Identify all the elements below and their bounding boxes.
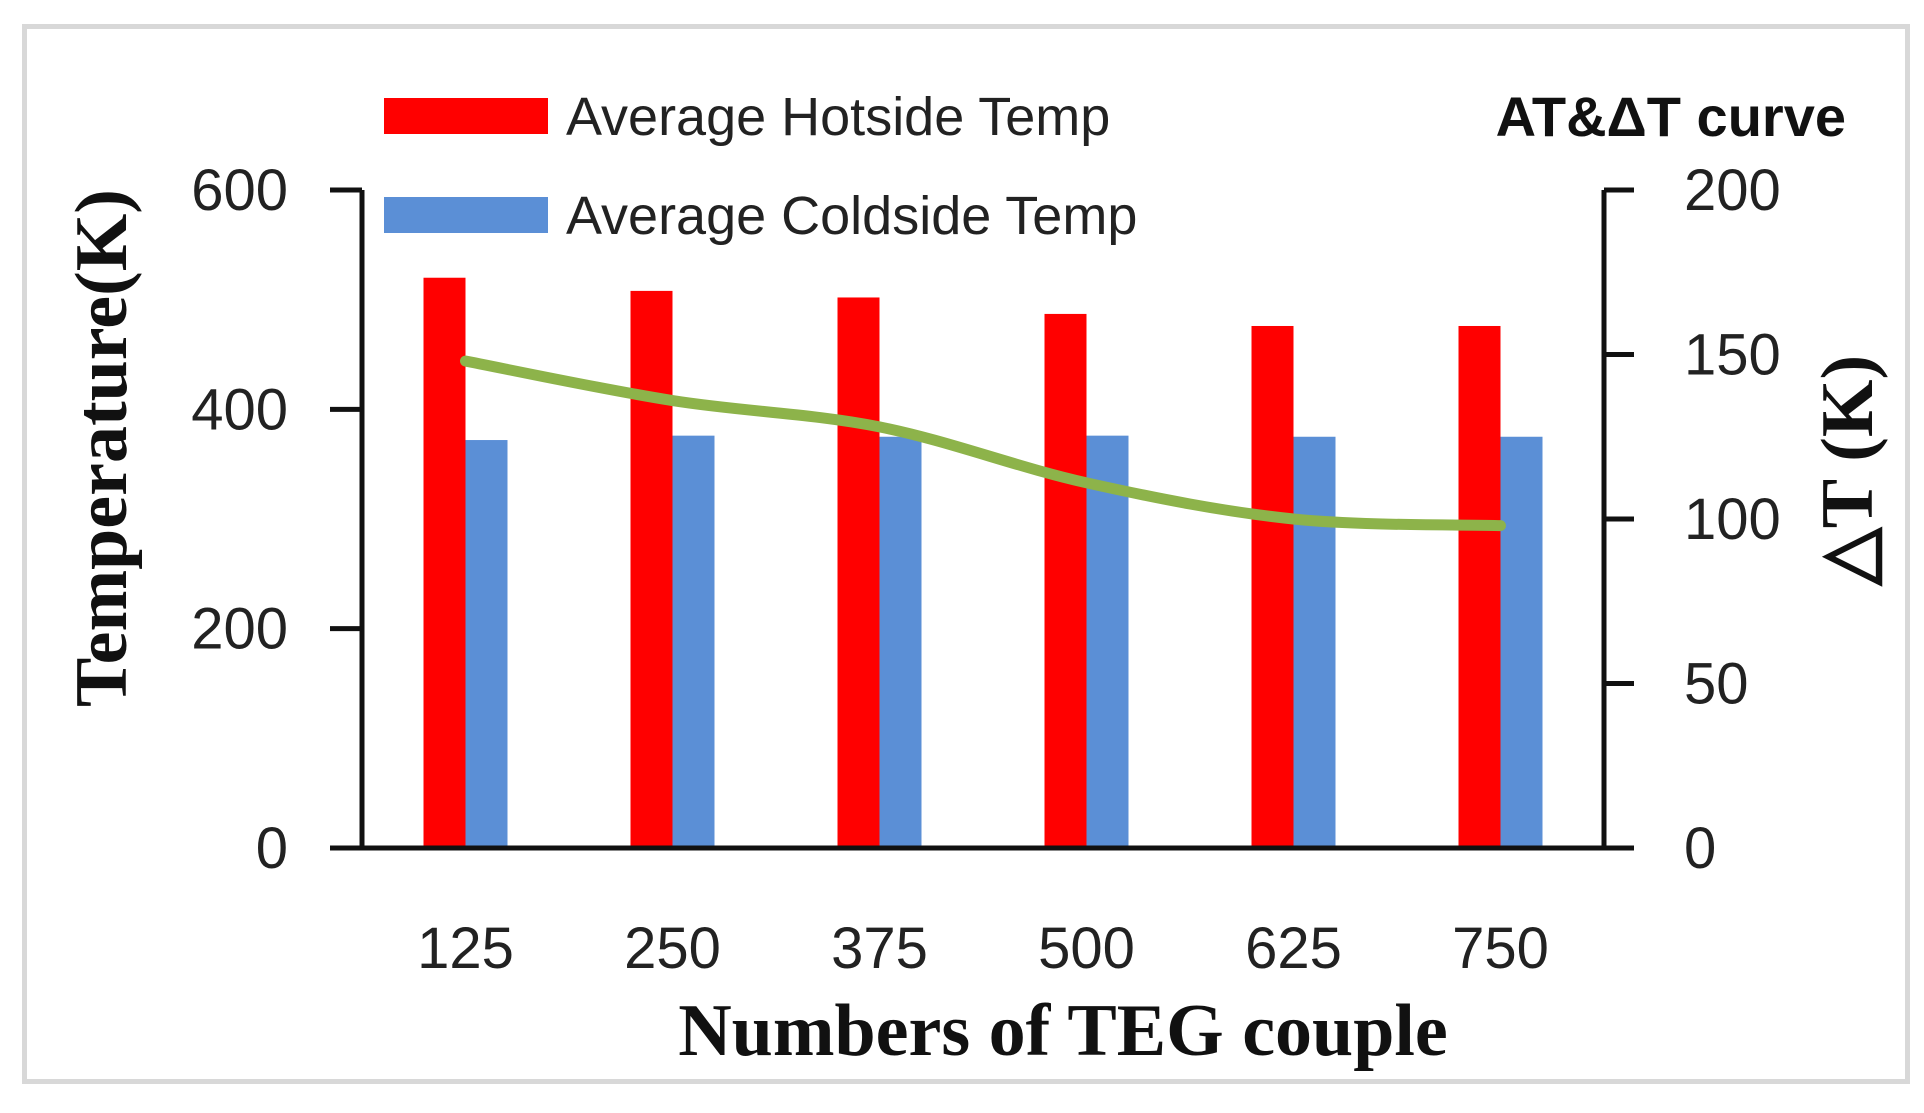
left-ticks: 0 200 400 600 <box>191 158 362 881</box>
coldside-bar-375 <box>879 436 922 848</box>
legend-label-hotside: Average Hotside Temp <box>566 87 1110 147</box>
coldside-bar-750 <box>1500 436 1543 848</box>
axes-layer <box>330 190 1634 851</box>
y-tick-label-600: 600 <box>191 158 288 223</box>
hotside-bar-625 <box>1251 325 1294 848</box>
y-tick-label-0: 0 <box>256 816 288 881</box>
legend-label-coldside: Average Coldside Temp <box>566 186 1137 246</box>
coldside-bar-125 <box>465 440 508 848</box>
coldside-bar-500 <box>1086 435 1129 848</box>
y2-tick-label-100: 100 <box>1684 487 1781 552</box>
x-ticks: 125 250 375 500 625 750 <box>417 916 1549 981</box>
y-axis-title: Temperature(K) <box>61 189 143 707</box>
y-tick-label-400: 400 <box>191 377 288 442</box>
y2-tick-label-150: 150 <box>1684 323 1781 388</box>
y2-axis-title: △T (K) <box>1807 355 1889 587</box>
hotside-bar-375 <box>837 297 880 848</box>
x-tick-label-125: 125 <box>417 916 514 981</box>
legend: Average Hotside Temp Average Coldside Te… <box>384 87 1137 246</box>
y2-tick-label-200: 200 <box>1684 158 1781 223</box>
x-tick-label-375: 375 <box>831 916 928 981</box>
hotside-bar-750 <box>1458 325 1501 848</box>
bars-layer <box>423 277 1543 849</box>
delta-t-line <box>460 355 1506 532</box>
line-layer <box>460 355 1506 532</box>
coldside-bar-250 <box>672 435 715 848</box>
coldside-bar-625 <box>1293 436 1336 848</box>
y-tick-label-200: 200 <box>191 597 288 662</box>
x-tick-label-625: 625 <box>1245 916 1342 981</box>
right-ticks: 0 50 100 150 200 <box>1604 158 1781 881</box>
hotside-bar-125 <box>423 277 466 848</box>
hotside-bar-250 <box>630 290 673 849</box>
chart-title: AT&ΔT curve <box>1496 85 1846 148</box>
chart-frame <box>22 24 1910 1084</box>
x-tick-label-750: 750 <box>1452 916 1549 981</box>
legend-swatch-hotside <box>384 98 548 134</box>
x-tick-label-250: 250 <box>624 916 721 981</box>
x-tick-label-500: 500 <box>1038 916 1135 981</box>
hotside-bar-500 <box>1044 313 1087 848</box>
legend-swatch-coldside <box>384 197 548 233</box>
y2-tick-label-0: 0 <box>1684 816 1716 881</box>
y2-tick-label-50: 50 <box>1684 652 1749 717</box>
x-axis-title: Numbers of TEG couple <box>678 990 1448 1072</box>
